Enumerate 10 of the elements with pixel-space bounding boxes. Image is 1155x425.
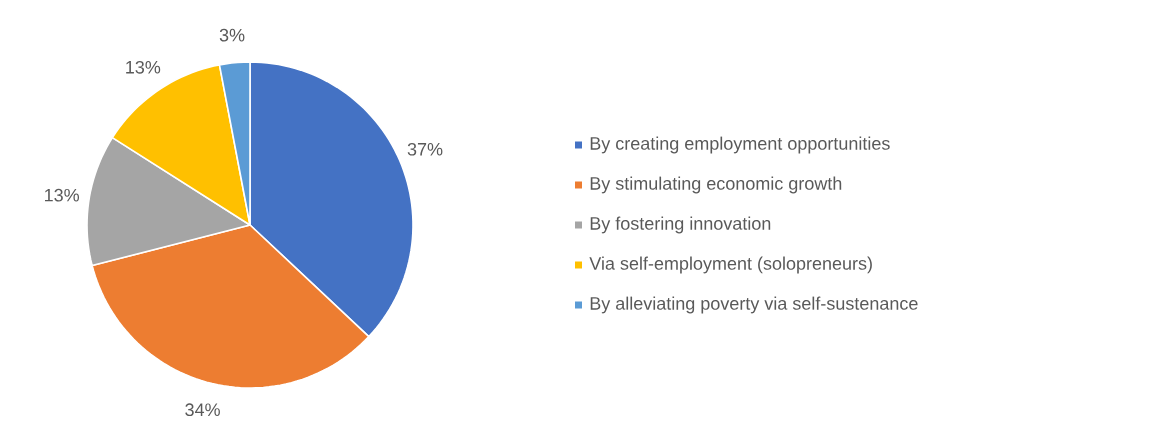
data-label: 37% [407, 142, 443, 156]
legend-label: By stimulating economic growth [590, 176, 842, 194]
legend-label: By creating employment opportunities [590, 136, 890, 154]
legend-label: By alleviating poverty via self-sustenance [590, 296, 918, 314]
legend-label: Via self-employment (solopreneurs) [589, 256, 872, 274]
data-label: 13% [45, 188, 80, 202]
data-label: 34% [185, 403, 220, 417]
legend-label: By fostering innovation [590, 216, 771, 234]
data-label: 13% [126, 60, 161, 74]
data-label: 3% [219, 28, 245, 42]
